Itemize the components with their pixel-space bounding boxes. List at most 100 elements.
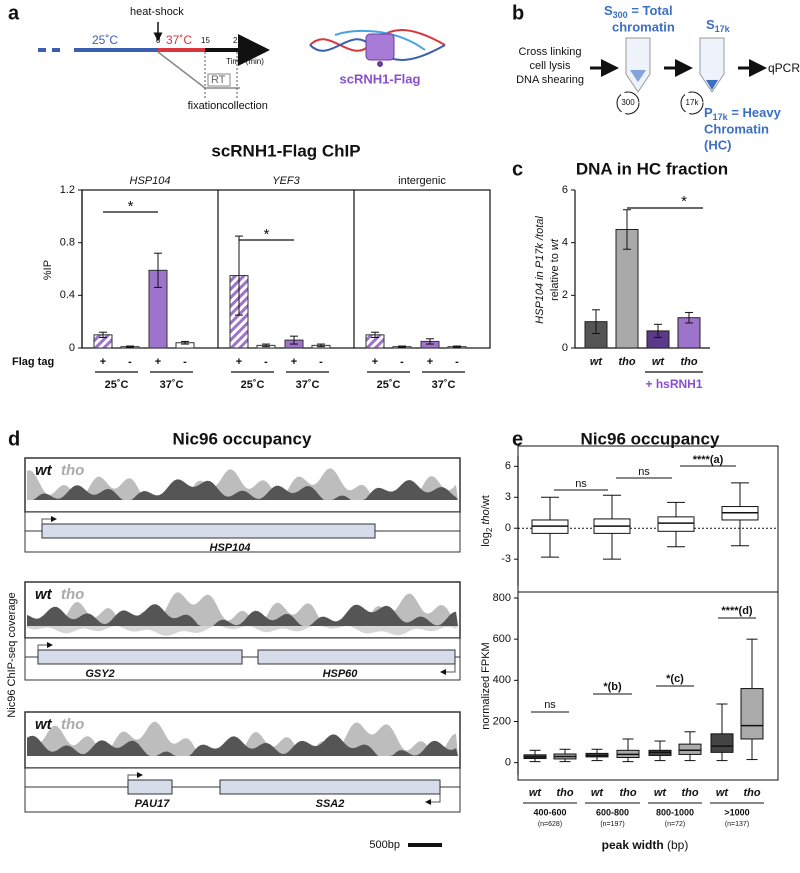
group-label: 400-600 xyxy=(533,807,566,817)
x-tick-label: + xyxy=(372,356,378,368)
label: Time (min) xyxy=(226,57,264,66)
group-label: 25˚C xyxy=(105,379,129,391)
x-axis-label: peak width (bp) xyxy=(602,838,689,852)
x-tick-label: - xyxy=(455,356,459,368)
label: = Heavy xyxy=(728,105,782,120)
y-tick-label: 200 xyxy=(493,715,511,727)
y-axis-label: relative to wt xyxy=(549,238,561,301)
significance: * xyxy=(128,198,134,215)
annotation: ****(a) xyxy=(693,454,724,466)
annotation: *(b) xyxy=(603,681,622,693)
tss-arrow xyxy=(127,772,143,780)
y-tick-label: 4 xyxy=(562,237,568,249)
label: (HC) xyxy=(704,137,731,152)
x-tick-label: - xyxy=(128,356,132,368)
box xyxy=(678,743,702,755)
y-tick-label: -3 xyxy=(501,553,511,565)
x-tick-label: tho xyxy=(619,787,636,799)
y-tick-label: 0 xyxy=(505,522,511,534)
gene-label: SSA2 xyxy=(316,798,345,810)
y-tick-label: 0 xyxy=(69,342,75,354)
schematic-b: S300 = Total chromatin S17k Cross linkin… xyxy=(516,3,800,152)
x-tick-label: tho xyxy=(743,787,760,799)
group-label: 25˚C xyxy=(377,379,401,391)
label: RT xyxy=(211,74,226,86)
label: relative to xyxy=(549,250,561,301)
x-axis-label: Flag tag xyxy=(12,356,54,368)
facet-label: YEF3 xyxy=(272,175,300,187)
label: 37˚C xyxy=(166,33,192,47)
label: Chromatin xyxy=(704,121,769,136)
y-axis-label: HSP104 in P17k /total xyxy=(534,216,546,324)
coverage-wt xyxy=(27,734,458,756)
coverage-wt xyxy=(27,604,458,626)
tss-arrow xyxy=(425,794,441,805)
label: = Total xyxy=(628,3,673,18)
x-tick-label: - xyxy=(319,356,323,368)
label: wt xyxy=(549,238,561,250)
group-label: 25˚C xyxy=(241,379,265,391)
x-tick-label: wt xyxy=(652,356,666,368)
annotation: ns xyxy=(544,699,556,711)
tss-arrow xyxy=(37,642,53,650)
x-tick-label: - xyxy=(264,356,268,368)
track-label: tho xyxy=(61,462,84,479)
tss-arrow xyxy=(41,516,57,524)
x-tick-label: wt xyxy=(590,356,604,368)
gene xyxy=(41,523,376,539)
label: 17k xyxy=(715,24,731,34)
label: /wt xyxy=(480,495,492,509)
tss-arrow xyxy=(440,664,456,675)
significance: * xyxy=(264,226,270,243)
gene xyxy=(257,649,456,665)
y-tick-label: 3 xyxy=(505,491,511,503)
label: 17k xyxy=(686,98,700,107)
label: cell lysis xyxy=(530,60,571,72)
x-tick-label: wt xyxy=(654,787,668,799)
x-tick-label: + xyxy=(291,356,297,368)
group-n: (n=72) xyxy=(665,821,685,828)
chart-title: scRNH1-Flag ChIP xyxy=(211,141,360,160)
label: S300 = Total xyxy=(604,3,673,20)
group-label: 600-800 xyxy=(596,807,629,817)
x-tick-label: tho xyxy=(681,787,698,799)
panel-label: a xyxy=(8,2,20,24)
y-tick-label: 800 xyxy=(493,592,511,604)
x-tick-label: + xyxy=(236,356,242,368)
label: chromatin xyxy=(612,19,675,34)
label: S xyxy=(706,17,715,32)
y-axis-label: Nic96 ChIP-seq coverage xyxy=(6,592,18,717)
x-tick-label: + xyxy=(427,356,433,368)
frame xyxy=(81,189,491,349)
coverage-tho xyxy=(27,626,458,636)
frame xyxy=(517,591,779,781)
group-n: (n=137) xyxy=(725,821,749,828)
x-tick-label: + xyxy=(100,356,106,368)
x-tick-label: wt xyxy=(591,787,605,799)
y-tick-label: 0 xyxy=(505,757,511,769)
group-label: 37˚C xyxy=(296,379,320,391)
label: 300 xyxy=(613,10,628,20)
label: heat-shock xyxy=(130,6,184,18)
y-tick-label: 400 xyxy=(493,674,511,686)
y-tick-label: 6 xyxy=(562,184,568,196)
label: peak width xyxy=(602,838,664,852)
chart-title: Nic96 occupancy xyxy=(581,429,720,448)
coverage-wt xyxy=(27,479,458,500)
panel-label: b xyxy=(512,2,524,24)
annotation: ****(d) xyxy=(721,605,753,617)
label: P17k = Heavy xyxy=(704,105,782,122)
y-tick-label: 600 xyxy=(493,633,511,645)
facet-label: intergenic xyxy=(398,175,446,187)
group-n: (n=197) xyxy=(600,821,624,828)
panel-label: e xyxy=(512,428,523,450)
panel-label: d xyxy=(8,428,20,450)
schematic-a: heat-shock 25˚C 37˚C 0 15 25 Time (min) … xyxy=(38,6,446,112)
x-tick-label: tho xyxy=(618,356,635,368)
group-label: 37˚C xyxy=(432,379,456,391)
significance: * xyxy=(681,193,687,210)
annotation: *(c) xyxy=(666,673,684,685)
gene xyxy=(219,779,441,795)
y-tick-label: 2 xyxy=(562,289,568,301)
